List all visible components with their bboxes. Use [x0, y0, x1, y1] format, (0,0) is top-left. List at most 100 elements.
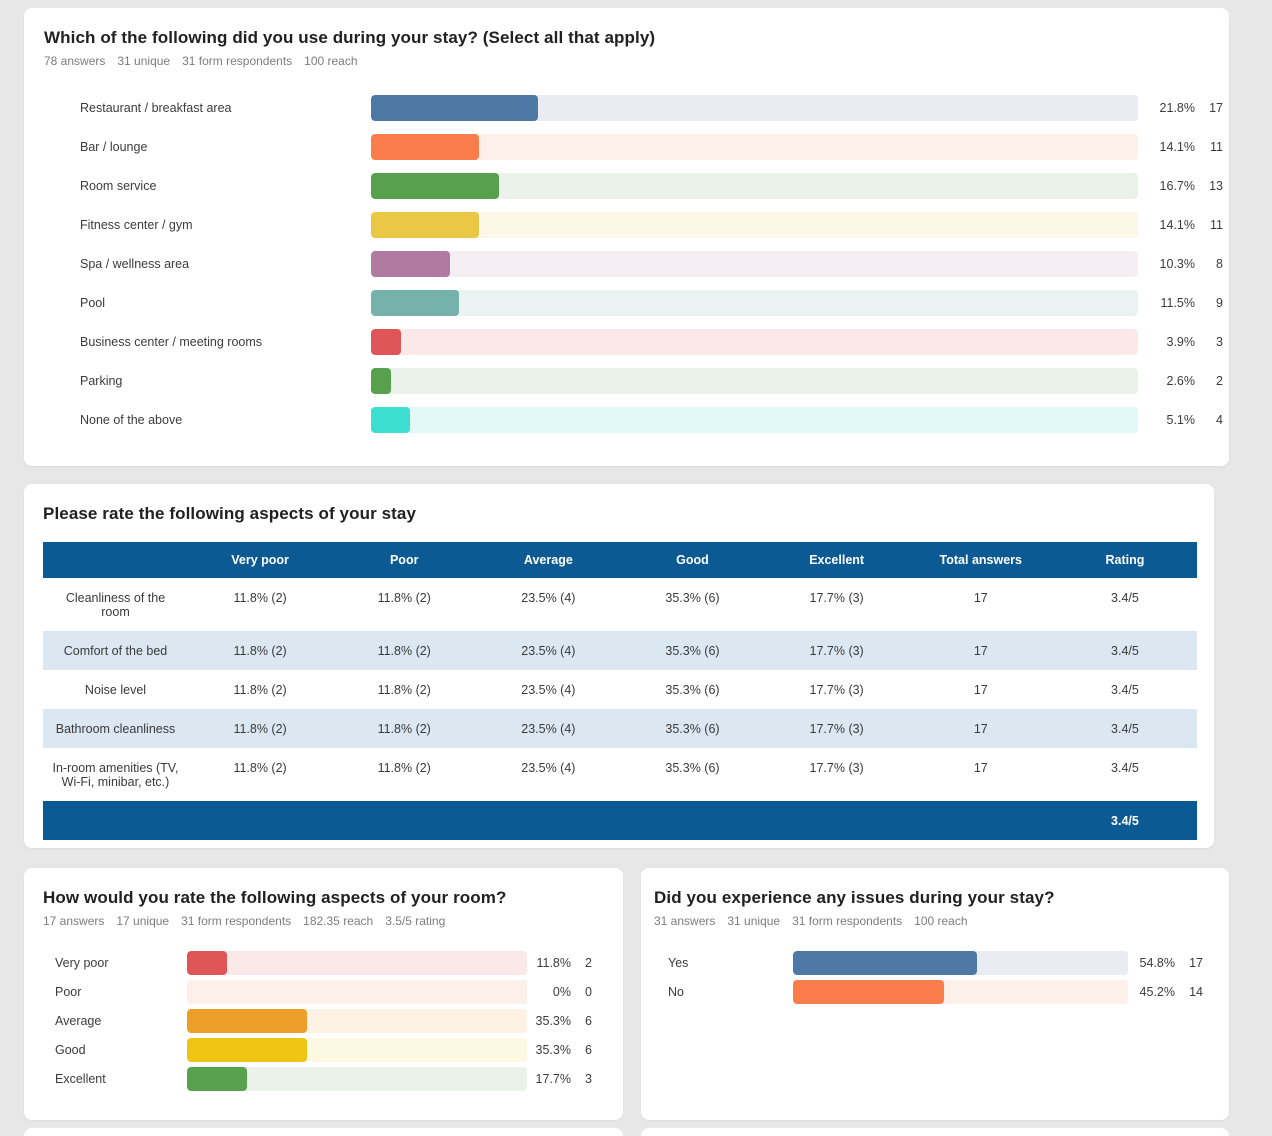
bar-percent: 21.8% — [1159, 100, 1195, 115]
bar-label: No — [668, 984, 684, 999]
column-header: Total answers — [908, 542, 1053, 578]
cell-rating: 3.4/5 — [1111, 683, 1139, 697]
bar-track — [187, 1037, 527, 1062]
bar-track — [793, 979, 1128, 1004]
bar-count: 13 — [1209, 178, 1223, 193]
bar-percent: 45.2% — [1139, 984, 1175, 999]
cell-very-poor: 11.8% (2) — [233, 683, 287, 697]
bar-count: 0 — [585, 984, 592, 999]
cell-excellent: 17.7% (3) — [809, 683, 864, 697]
bar-row: Poor 0% 0 — [43, 977, 623, 1006]
question-card-rating-table: Please rate the following aspects of you… — [24, 484, 1214, 848]
bar-label: Excellent — [55, 1071, 106, 1086]
column-header: Rating — [1052, 542, 1197, 578]
cell-average: 23.5% (4) — [521, 683, 576, 697]
bar-row: Very poor 11.8% 2 — [43, 948, 623, 977]
bar-fill — [371, 94, 539, 121]
bar-count: 6 — [585, 1013, 592, 1028]
bar-fill — [187, 1008, 308, 1033]
bar-fill — [371, 172, 500, 199]
bar-fill — [371, 211, 480, 238]
bar-percent: 5.1% — [1166, 412, 1196, 427]
cell-total-answers: 17 — [973, 591, 988, 605]
bar-track — [371, 406, 1138, 433]
bar-count: 2 — [1216, 373, 1223, 388]
cell-very-poor: 11.8% (2) — [233, 591, 287, 605]
bar-row: Parking 2.6% 2 — [44, 361, 1229, 400]
cell-poor: 11.8% (2) — [377, 644, 431, 658]
question-card-room-rating: How would you rate the following aspects… — [24, 868, 623, 1120]
bar-percent: 11.8% — [536, 955, 571, 970]
stat-item: 182.35 reach — [303, 914, 374, 928]
cell-poor: 11.8% (2) — [377, 761, 431, 775]
bar-label: Bar / lounge — [80, 139, 148, 154]
bar-row: Spa / wellness area 10.3% 8 — [44, 244, 1229, 283]
question-card-usage: Which of the following did you use durin… — [24, 8, 1229, 466]
stat-item: 31 form respondents — [181, 914, 292, 928]
bar-percent: 35.3% — [535, 1013, 571, 1028]
table-row: Cleanliness of the room 11.8% (2) 11.8% … — [43, 578, 1197, 631]
bar-label: Very poor — [55, 955, 109, 970]
bar-fill — [371, 289, 460, 316]
bar-label: Spa / wellness area — [80, 256, 190, 271]
question-title: How would you rate the following aspects… — [43, 888, 507, 907]
cell-very-poor: 11.8% (2) — [233, 761, 287, 775]
bar-count: 17 — [1209, 100, 1223, 115]
bar-count: 14 — [1189, 984, 1203, 999]
bar-track — [371, 250, 1138, 277]
issues-bar-chart: Yes 54.8% 17 No 45.2% 14 — [654, 948, 1229, 1006]
bar-count: 4 — [1216, 412, 1223, 427]
column-header — [43, 542, 188, 578]
bar-percent: 14.1% — [1159, 217, 1195, 232]
bar-count: 3 — [1216, 334, 1223, 349]
bar-track — [371, 172, 1138, 199]
bar-count: 6 — [585, 1042, 592, 1057]
bar-label: None of the above — [80, 412, 183, 427]
question-title: Which of the following did you use durin… — [44, 28, 656, 47]
bar-label: Good — [55, 1042, 86, 1057]
column-header: Average — [476, 542, 621, 578]
bar-label: Parking — [80, 373, 123, 388]
bar-count: 11 — [1210, 139, 1223, 154]
rating-table: Very poor Poor Average Good Excellent Total a… — [43, 542, 1197, 840]
stat-item: 31 answers — [654, 914, 716, 928]
cell-excellent: 17.7% (3) — [809, 644, 864, 658]
bar-track — [371, 328, 1138, 355]
bar-fill — [371, 250, 450, 277]
bar-row: Excellent 17.7% 3 — [43, 1064, 623, 1093]
bar-track — [793, 950, 1128, 975]
column-header: Excellent — [764, 542, 909, 578]
bar-row: Fitness center / gym 14.1% 11 — [44, 205, 1229, 244]
usage-bar-chart: Restaurant / breakfast area 21.8% 17 Bar… — [44, 88, 1229, 439]
row-label: Comfort of the bed — [63, 644, 168, 658]
bar-count: 9 — [1216, 295, 1223, 310]
stat-item: 17 unique — [116, 914, 170, 928]
bar-track — [187, 1008, 527, 1033]
question-stats: 17 answers 17 unique 31 form respondents 18… — [43, 914, 623, 928]
cell-total-answers: 17 — [973, 722, 988, 736]
cell-average: 23.5% (4) — [521, 722, 576, 736]
row-label: Noise level — [84, 683, 147, 697]
question-stats: 31 answers 31 unique 31 form respondents 10… — [654, 914, 1229, 928]
cell-excellent: 17.7% (3) — [809, 761, 864, 775]
bar-track — [371, 367, 1138, 394]
cell-good: 35.3% (6) — [665, 761, 720, 775]
next-card-peek-right — [641, 1128, 1229, 1136]
bar-count: 17 — [1189, 955, 1203, 970]
next-card-peek-left — [24, 1128, 623, 1136]
bar-fill — [371, 328, 401, 355]
bar-track — [371, 94, 1138, 121]
table-row: In-room amenities (TV, Wi-Fi, minibar, e… — [43, 748, 1197, 801]
cell-average: 23.5% (4) — [521, 591, 576, 605]
stat-item: 31 unique — [727, 914, 781, 928]
cell-poor: 11.8% (2) — [377, 722, 431, 736]
bar-percent: 35.3% — [535, 1042, 571, 1057]
bar-count: 8 — [1216, 256, 1223, 271]
bar-percent: 2.6% — [1166, 373, 1196, 388]
table-header-row: Very poor Poor Average Good Excellent Total a… — [43, 542, 1197, 578]
question-card-issues: Did you experience any issues during you… — [641, 868, 1229, 1120]
table-body: Cleanliness of the room 11.8% (2) 11.8% … — [43, 578, 1197, 801]
bar-track — [371, 211, 1138, 238]
table-footer-row: 3.4/5 — [43, 801, 1197, 840]
cell-very-poor: 11.8% (2) — [233, 722, 287, 736]
